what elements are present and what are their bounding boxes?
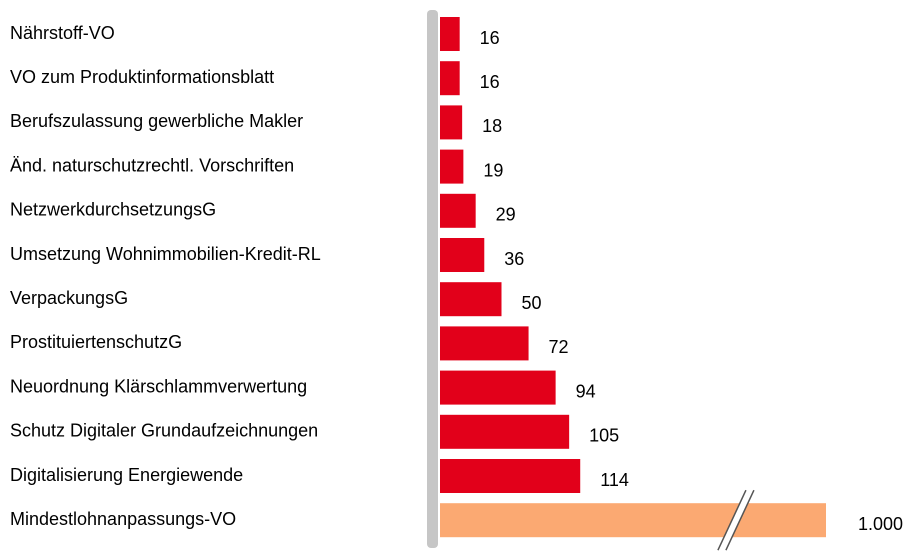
category-label: Digitalisierung Energiewende [10,465,243,485]
value-label: 16 [480,28,500,48]
bar [440,459,581,493]
bar [440,105,463,140]
value-label: 16 [480,72,500,92]
category-label: NetzwerkdurchsetzungsG [10,200,216,220]
bar [440,238,485,272]
bar [440,414,570,449]
bar [440,326,529,361]
axis-break-line [717,489,747,551]
category-label: Berufszulassung gewerbliche Makler [10,111,303,131]
category-label: ProstituiertenschutzG [10,332,182,352]
bar [440,503,826,538]
value-label: 36 [504,249,524,269]
category-label: VO zum Produktinformationsblatt [10,67,274,87]
value-label: 50 [522,293,542,313]
value-label: 1.000 [858,514,903,534]
category-label: Mindestlohnanpassungs-VO [10,509,236,529]
value-label: 94 [576,381,596,401]
bar [440,61,460,96]
value-label: 19 [483,160,503,180]
value-label: 105 [589,426,619,446]
bar [440,193,476,228]
value-label: 72 [549,337,569,357]
bar [440,149,464,184]
category-label: Umsetzung Wohnimmobilien-Kredit-RL [10,244,321,264]
value-label: 114 [600,470,629,490]
axis-break-line [725,489,755,551]
category-label: Schutz Digitaler Grundaufzeichnungen [10,421,318,441]
category-label: Änd. naturschutzrechtl. Vorschriften [10,155,294,175]
category-label: VerpackungsG [10,288,128,308]
value-label: 18 [482,116,502,136]
bar [440,282,502,317]
axis-break-gap [717,490,754,551]
bar [440,17,460,51]
axis-bar [427,10,438,548]
bar [440,370,556,405]
category-label: Neuordnung Klärschlammverwertung [10,376,307,396]
value-label: 29 [496,205,516,225]
category-label: Nährstoff-VO [10,23,115,43]
